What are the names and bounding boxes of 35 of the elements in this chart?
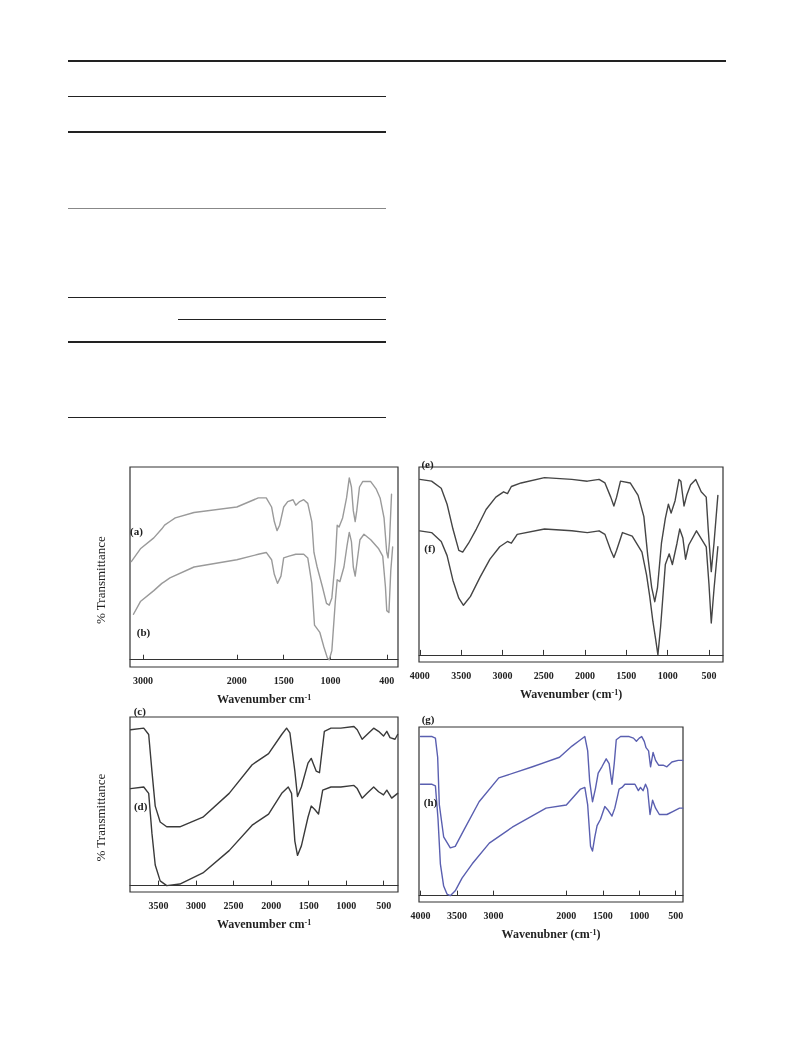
x-tick-label: 500: [376, 899, 392, 911]
x-tick-label: 1000: [336, 899, 357, 911]
x-tick-label: 500: [701, 669, 717, 681]
x-tick-label: 2500: [533, 669, 554, 681]
x-tick-label: 400: [379, 674, 395, 686]
series-label: (g): [421, 713, 435, 727]
series-label: (d): [133, 800, 148, 814]
x-tick-label: 1500: [298, 899, 319, 911]
y-axis-title: % Transmittance: [93, 536, 108, 624]
x-tick-label: 1500: [273, 674, 294, 686]
x-tick-label: 1500: [592, 909, 613, 921]
x-tick-label: 4000: [409, 669, 430, 681]
series-label: (e): [421, 457, 434, 471]
x-tick-label: 2000: [575, 669, 596, 681]
x-tick-label: 3500: [148, 899, 169, 911]
x-tick-label: 3500: [446, 909, 467, 921]
x-tick-label: 1000: [657, 669, 678, 681]
series-label: (f): [424, 542, 436, 556]
x-tick-label: 2000: [556, 909, 577, 921]
x-tick-label: 3500: [451, 669, 472, 681]
x-tick-label: 3000: [186, 899, 207, 911]
x-tick-label: 1000: [629, 909, 650, 921]
x-tick-label: 4000: [410, 909, 431, 921]
x-tick-label: 3000: [483, 909, 504, 921]
x-tick-label: 3000: [133, 674, 154, 686]
x-tick-label: 1500: [616, 669, 637, 681]
series-label: (b): [136, 625, 151, 639]
x-tick-label: 1000: [320, 674, 341, 686]
x-tick-label: 2000: [226, 674, 247, 686]
x-tick-label: 2500: [223, 899, 244, 911]
x-tick-label: 2000: [261, 899, 282, 911]
x-tick-label: 500: [668, 909, 684, 921]
y-axis-title: % Transmittance: [93, 773, 108, 862]
x-tick-label: 3000: [492, 669, 513, 681]
series-label: (c): [133, 704, 147, 718]
